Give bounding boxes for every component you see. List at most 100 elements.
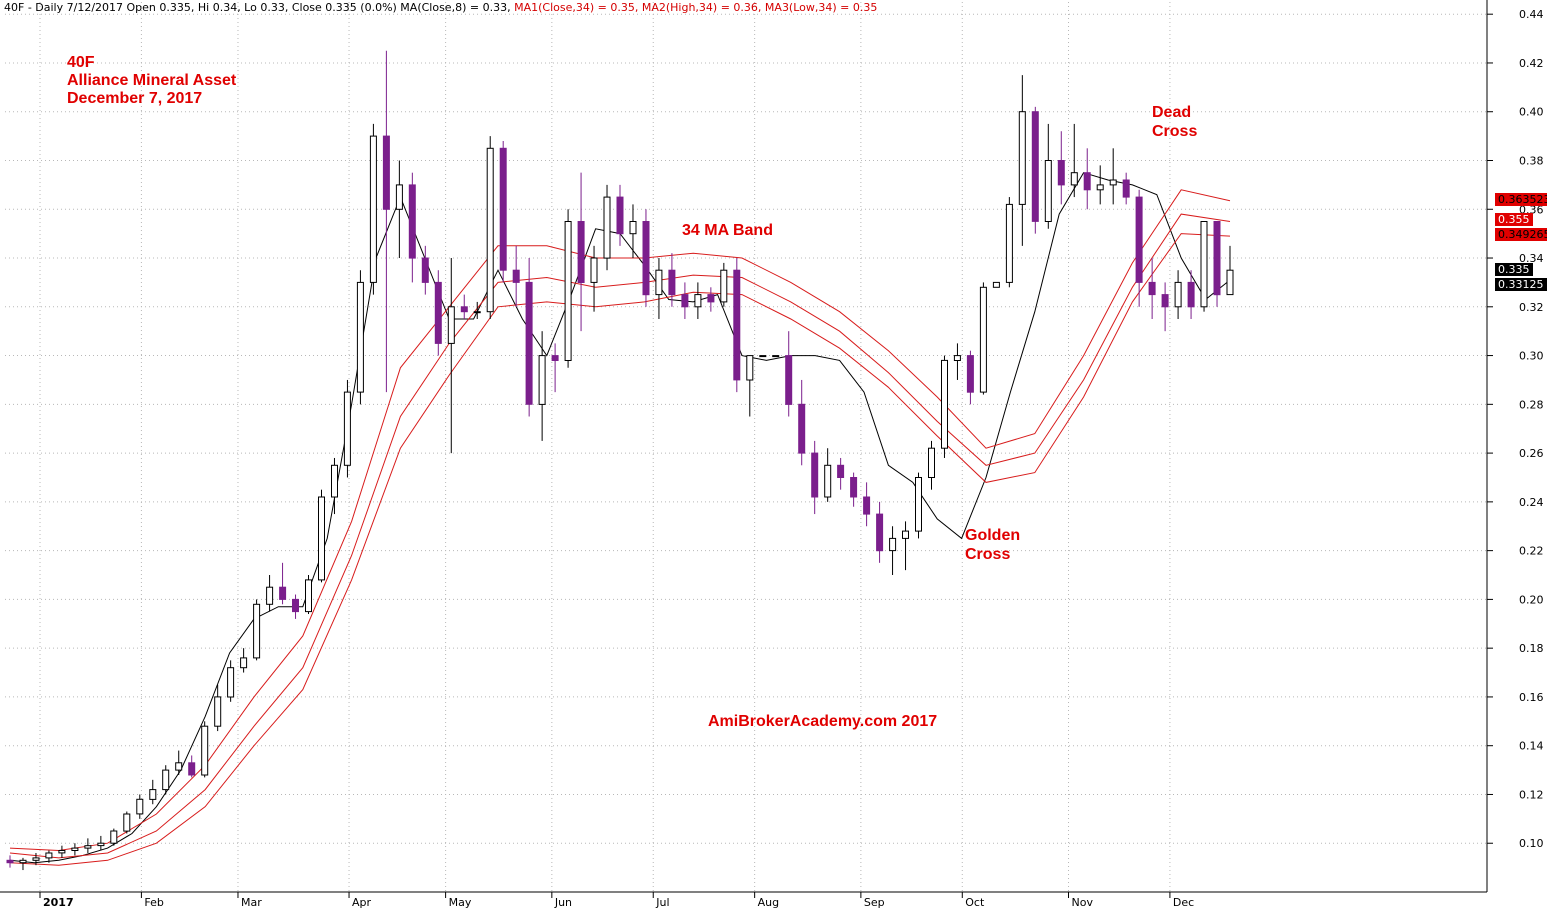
candle	[733, 258, 741, 393]
candle-body	[1031, 111, 1039, 222]
candle-body	[123, 813, 131, 832]
x-tick-label: May	[449, 896, 472, 909]
candle-body	[694, 294, 702, 308]
candle-body	[1070, 172, 1078, 186]
candle	[1161, 282, 1169, 332]
candle-body	[71, 847, 79, 851]
y-tick-label: 0.22	[1519, 545, 1544, 558]
candle-body	[6, 859, 14, 864]
candle	[343, 379, 351, 478]
candle-body	[1148, 281, 1156, 296]
x-tick-label: Jun	[554, 896, 572, 909]
candle-body	[266, 586, 274, 605]
company-label: Alliance Mineral Asset	[67, 72, 237, 89]
candle	[850, 472, 858, 507]
candle	[1044, 123, 1052, 229]
candle	[356, 270, 364, 405]
candle	[149, 779, 157, 805]
candle-body	[915, 477, 922, 532]
candle	[214, 684, 222, 732]
candle	[19, 857, 27, 871]
candle	[460, 294, 468, 319]
candle	[992, 281, 1000, 288]
candle-body	[590, 257, 598, 283]
candle-body	[772, 355, 780, 358]
candle-body	[175, 762, 183, 771]
candle	[863, 482, 871, 527]
candle-body	[720, 269, 728, 303]
candle-body	[564, 221, 572, 361]
candle	[434, 270, 442, 356]
header-ma3: MA3(Low,34) = 0.35	[764, 1, 878, 14]
candle-body	[1135, 196, 1143, 283]
candle	[915, 472, 922, 539]
candle	[369, 123, 377, 295]
candle	[772, 355, 780, 358]
candle-body	[305, 579, 312, 613]
y-tick-label: 0.40	[1519, 106, 1544, 119]
candle	[486, 136, 494, 319]
candle-body	[58, 850, 66, 854]
candle	[746, 355, 754, 417]
candle	[616, 184, 624, 246]
candle	[681, 282, 689, 319]
y-tick-label: 0.32	[1519, 301, 1544, 314]
candle-body	[512, 269, 520, 283]
candle-body	[408, 184, 416, 259]
candlestick-series	[6, 50, 1234, 871]
y-tick-label: 0.28	[1519, 398, 1544, 411]
candle	[84, 838, 92, 853]
grid-lines	[5, 2, 1487, 892]
y-tick-label: 0.14	[1519, 740, 1544, 753]
candle	[318, 489, 325, 583]
x-tick-label: Aug	[758, 896, 779, 909]
candle	[1109, 148, 1117, 205]
candle-body	[369, 135, 377, 283]
candle-body	[84, 845, 92, 849]
candle-body	[759, 355, 767, 358]
candle	[941, 355, 948, 458]
candle	[694, 282, 702, 319]
candle	[1226, 245, 1234, 296]
x-tick-label: Mar	[241, 896, 262, 909]
candle-body	[97, 842, 105, 847]
candle-body	[668, 269, 676, 296]
candle-body	[798, 403, 806, 454]
y-tick-label: 0.30	[1519, 350, 1544, 363]
ma-band-lines	[9, 172, 1231, 866]
y-tick-label: 0.42	[1519, 57, 1544, 70]
candle-body	[928, 447, 935, 479]
candle	[1096, 165, 1104, 205]
y-tick-label: 0.16	[1519, 691, 1544, 704]
candle-body	[1200, 221, 1208, 308]
candle-body	[499, 147, 507, 271]
candle-body	[201, 725, 209, 776]
candle-body	[343, 391, 351, 466]
y-tick-label: 0.34	[1519, 252, 1544, 265]
candle-body	[188, 762, 196, 776]
candle-body	[785, 355, 793, 405]
candle	[305, 575, 312, 615]
candle-body	[1057, 160, 1065, 186]
candle-body	[642, 221, 650, 296]
candle	[1083, 148, 1091, 210]
ma8-price-tag: 0.33125	[1495, 278, 1547, 291]
candle	[811, 440, 819, 515]
candle-body	[356, 281, 364, 393]
candle	[538, 331, 546, 441]
y-tick-label: 0.44	[1519, 8, 1544, 21]
candle	[279, 562, 287, 605]
candle-body	[1174, 281, 1182, 308]
candle-body	[1187, 281, 1195, 308]
candle-body	[1083, 172, 1091, 191]
candle	[1031, 106, 1039, 234]
candle	[590, 245, 598, 312]
candle	[837, 457, 845, 490]
candle	[824, 448, 832, 502]
candle-body	[538, 355, 546, 405]
candle-body	[992, 281, 1000, 288]
candle-body	[162, 769, 170, 791]
candle	[1057, 131, 1065, 205]
candle	[798, 379, 806, 466]
